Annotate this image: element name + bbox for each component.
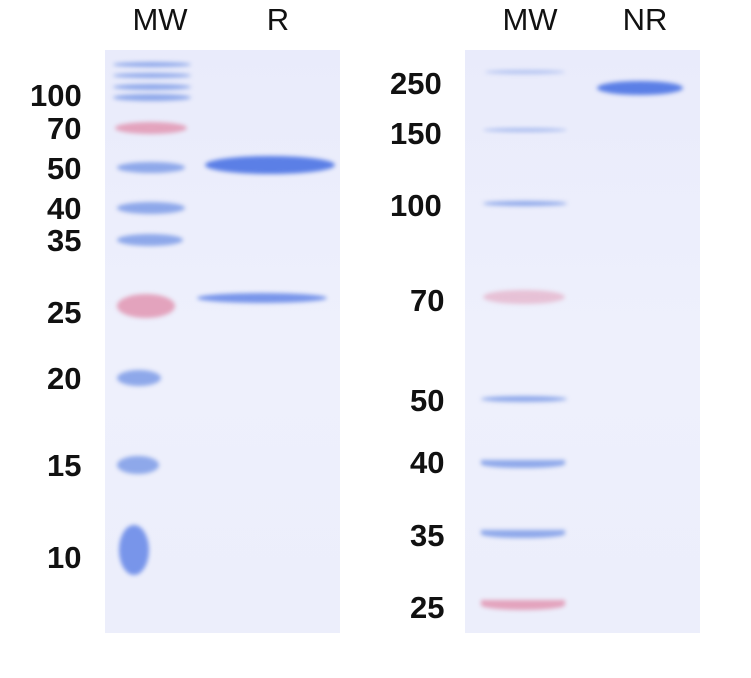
gel-band — [117, 294, 175, 318]
gel-band — [113, 62, 191, 67]
gel-band — [483, 128, 567, 132]
lane-header-mw-right: MW — [502, 2, 558, 37]
lane-header-mw-left: MW — [132, 2, 188, 37]
r-band-heavy-chain — [205, 156, 335, 174]
mw-label: 25 — [410, 590, 445, 625]
gel-band — [481, 600, 565, 610]
lane-header-r: R — [266, 2, 290, 37]
mw-label: 20 — [47, 361, 82, 396]
mw-label: 150 — [390, 116, 442, 151]
mw-label: 50 — [47, 151, 82, 186]
gel-band — [117, 162, 185, 173]
gel-band — [481, 396, 567, 402]
mw-label: 35 — [47, 223, 82, 258]
mw-label: 40 — [47, 191, 82, 226]
gel-band — [485, 70, 565, 74]
gel-band — [113, 94, 191, 101]
nr-band — [597, 81, 683, 95]
gel-band — [117, 370, 161, 386]
gel-band — [113, 73, 191, 78]
mw-label: 70 — [47, 111, 82, 146]
gel-right — [465, 50, 700, 633]
gel-band — [483, 201, 567, 206]
gel-band — [115, 122, 187, 134]
mw-label: 100 — [390, 188, 442, 223]
mw-label: 35 — [410, 518, 445, 553]
gel-left — [105, 50, 340, 633]
mw-label: 50 — [410, 383, 445, 418]
gel-band — [113, 84, 191, 90]
gel-band — [117, 456, 159, 474]
mw-label: 10 — [47, 540, 82, 575]
gel-band — [481, 460, 565, 468]
lane-header-nr: NR — [622, 2, 668, 37]
gel-band — [119, 525, 149, 575]
mw-label: 40 — [410, 445, 445, 480]
gel-band — [483, 290, 565, 304]
gel-band — [117, 234, 183, 246]
mw-label: 25 — [47, 295, 82, 330]
gel-band — [481, 530, 565, 538]
r-band-light-chain — [197, 293, 327, 303]
mw-label: 250 — [390, 66, 442, 101]
mw-label: 100 — [30, 78, 82, 113]
mw-label: 70 — [410, 283, 445, 318]
gel-band — [117, 202, 185, 214]
mw-label: 15 — [47, 448, 82, 483]
